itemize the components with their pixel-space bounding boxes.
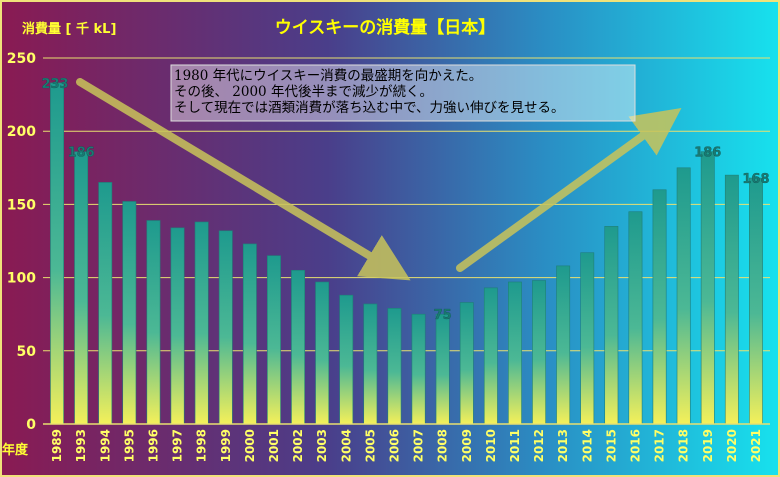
bar-1998 xyxy=(194,221,209,425)
x-tick-label: 2003 xyxy=(315,429,329,462)
x-tick-label: 2009 xyxy=(460,429,474,462)
bar-2009 xyxy=(459,302,474,425)
y-axis-label: 消費量 [ 千 kL] xyxy=(22,21,116,37)
bar-1995 xyxy=(122,201,137,425)
x-tick-label: 1993 xyxy=(74,429,88,462)
annotation-line-2: その後、 2000 年代後半まで減少が続く。 xyxy=(174,83,433,100)
bar-2017 xyxy=(652,189,667,425)
y-tick-label: 50 xyxy=(17,344,37,360)
y-tick-layer: 0 50 100 150 200 250 xyxy=(7,51,36,433)
up-trend-arrow xyxy=(456,107,682,272)
annotation-line-1: 1980 年代にウイスキー消費の最盛期を向かえた。 xyxy=(174,68,482,84)
bar-2020 xyxy=(724,174,739,425)
x-tick-label: 2015 xyxy=(604,429,618,462)
x-tick-label: 2019 xyxy=(701,429,715,462)
x-tick-label: 1998 xyxy=(195,429,209,462)
y-tick-label: 250 xyxy=(7,51,36,67)
x-tick-label: 2006 xyxy=(387,429,401,462)
x-tick-label: 2018 xyxy=(677,429,691,462)
bar-1994 xyxy=(98,182,113,425)
x-tick-label: 2001 xyxy=(267,429,281,462)
bar-2013 xyxy=(556,265,571,425)
bar-2018 xyxy=(676,167,691,425)
x-tick-label: 2010 xyxy=(484,429,498,462)
data-label-1993: 186 xyxy=(68,146,95,161)
x-tick-label: 2007 xyxy=(412,429,426,462)
bar-2012 xyxy=(532,280,546,425)
bar-2006 xyxy=(387,308,402,425)
x-tick-label: 1999 xyxy=(219,429,233,462)
x-tick-label: 2021 xyxy=(749,429,763,462)
x-tick-label: 1995 xyxy=(122,429,136,462)
x-tick-label: 2011 xyxy=(508,429,522,462)
x-tick-label: 2005 xyxy=(363,429,377,462)
data-label-1989: 233 xyxy=(41,77,68,92)
x-tick-label: 2020 xyxy=(725,429,739,462)
bar-2005 xyxy=(363,303,378,425)
chart-title: ウイスキーの消費量【日本】 xyxy=(275,17,496,38)
bar-2015 xyxy=(604,226,619,425)
bar-1989 xyxy=(50,82,64,425)
data-label-2008: 75 xyxy=(434,308,452,323)
y-tick-label: 150 xyxy=(7,197,36,213)
bar-1996 xyxy=(146,220,161,425)
y-tick-label: 100 xyxy=(7,271,36,287)
x-tick-label: 2004 xyxy=(339,429,353,462)
data-label-2021: 168 xyxy=(742,172,769,187)
annotation-background xyxy=(170,64,636,122)
bar-2021 xyxy=(749,177,763,425)
x-axis-label: 年度 xyxy=(2,442,29,458)
bar-2014 xyxy=(580,252,595,425)
x-tick-label: 1997 xyxy=(171,429,185,462)
bar-1993 xyxy=(74,151,89,425)
bar-2010 xyxy=(483,287,498,425)
y-tick-label: 0 xyxy=(26,417,36,433)
bar-1999 xyxy=(218,230,233,425)
x-tick-label: 2014 xyxy=(580,429,594,462)
x-tick-label: 2017 xyxy=(653,429,667,462)
x-tick-label: 2013 xyxy=(556,429,570,462)
bar-2011 xyxy=(508,281,522,425)
x-tick-label: 2008 xyxy=(436,429,450,462)
x-tick-label: 2012 xyxy=(532,429,546,462)
x-tick-label: 2000 xyxy=(243,429,257,462)
x-tick-label: 2002 xyxy=(291,429,305,462)
bar-2007 xyxy=(411,313,426,425)
x-tick-label: 2016 xyxy=(628,429,642,462)
bar-1997 xyxy=(170,227,185,425)
bar-layer xyxy=(50,82,763,425)
bar-2002 xyxy=(291,269,305,425)
bar-2004 xyxy=(339,294,354,425)
x-tick-label: 1989 xyxy=(50,429,64,462)
data-label-layer: 233 186 75 186 168 xyxy=(41,77,769,324)
x-tick-label: 1996 xyxy=(146,429,160,462)
bar-2016 xyxy=(628,211,643,425)
bar-2008 xyxy=(435,313,450,425)
x-tick-layer: 1989 1993 1994 1995 1996 1997 1998 1999 2000 2001… xyxy=(50,429,763,462)
y-tick-label: 200 xyxy=(7,124,36,140)
x-tick-label: 1994 xyxy=(98,429,112,462)
annotation-line-3: そして現在では酒類消費が落ち込む中で、力強い伸びを見せる。 xyxy=(174,100,565,116)
bar-2003 xyxy=(315,281,330,425)
bar-2019 xyxy=(700,151,715,425)
down-trend-arrow xyxy=(76,78,411,281)
annotation-box: 1980 年代にウイスキー消費の最盛期を向かえた。 その後、 2000 年代後半… xyxy=(170,64,636,122)
bar-2000 xyxy=(242,243,257,425)
data-label-2019: 186 xyxy=(694,146,721,161)
bar-2001 xyxy=(267,255,281,425)
